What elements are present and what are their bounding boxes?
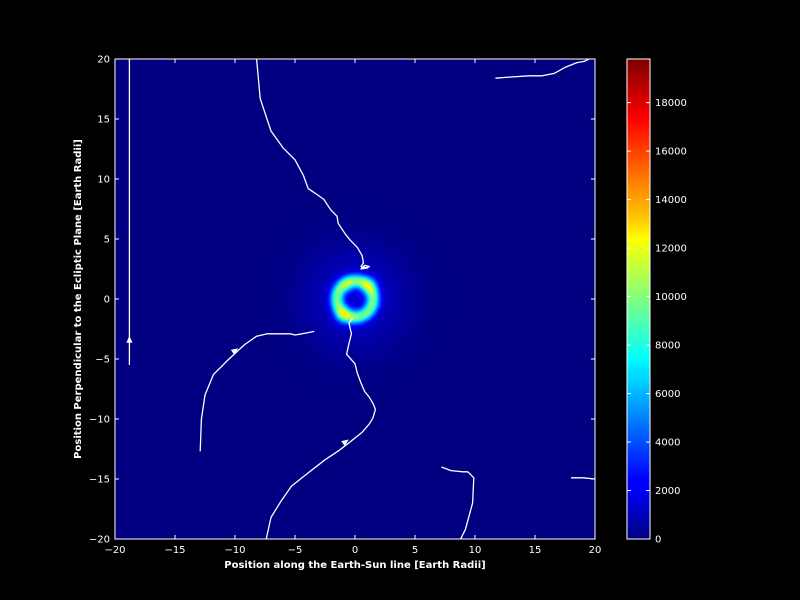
x-tick-label: 5 bbox=[412, 545, 418, 556]
x-tick-label: −20 bbox=[104, 545, 125, 556]
y-tick-label: 10 bbox=[97, 175, 110, 186]
colorbar-tick-label: 4000 bbox=[655, 438, 680, 449]
field-line bbox=[265, 317, 377, 539]
field-line bbox=[199, 330, 315, 452]
plot-area: −20 −15 −10 −5 0 5 10 15 20 −20−15−10−505101520 … bbox=[73, 55, 601, 572]
field-line-arrow bbox=[341, 439, 349, 446]
x-tick-label: −15 bbox=[164, 545, 185, 556]
field-line bbox=[255, 59, 371, 270]
y-tick-label: 5 bbox=[104, 235, 110, 246]
colorbar: 0 2000 4000 6000 8000 10000 12000 14000 16000 180… bbox=[626, 58, 687, 546]
y-tick-label: −15 bbox=[89, 475, 110, 486]
colorbar-tick-label: 16000 bbox=[655, 147, 687, 158]
x-tick-label: 0 bbox=[352, 545, 358, 556]
y-tick-label: −20 bbox=[89, 535, 110, 546]
colorbar-tick-label: 12000 bbox=[655, 244, 687, 255]
y-tick-label: 15 bbox=[97, 115, 110, 126]
field-line-arrow bbox=[230, 348, 239, 355]
colorbar-tick-label: 10000 bbox=[655, 292, 687, 303]
y-tick-label: −5 bbox=[95, 355, 110, 366]
y-tick-label: 20 bbox=[97, 55, 110, 66]
colorbar-gradient bbox=[626, 58, 651, 540]
colorbar-tick-label: 8000 bbox=[655, 341, 680, 352]
heatmap-image bbox=[115, 59, 595, 539]
colorbar-tick-label: 2000 bbox=[655, 486, 680, 497]
field-line-arrow bbox=[126, 335, 133, 343]
colorbar-ticks: 0 2000 4000 6000 8000 10000 12000 14000 16000 180… bbox=[627, 98, 687, 546]
x-tick-label: 15 bbox=[529, 545, 542, 556]
x-axis: −20 −15 −10 −5 0 5 10 15 20 bbox=[104, 59, 601, 556]
x-tick-label: −10 bbox=[224, 545, 245, 556]
field-line bbox=[441, 466, 475, 539]
field-lines bbox=[126, 59, 595, 539]
x-tick-label: 10 bbox=[469, 545, 482, 556]
colorbar-tick-label: 14000 bbox=[655, 195, 687, 206]
x-tick-label: 20 bbox=[589, 545, 602, 556]
colorbar-tick-label: 0 bbox=[655, 535, 661, 546]
colorbar-tick-label: 6000 bbox=[655, 389, 680, 400]
y-axis: −20 −15 −10 −5 0 5 10 15 20 bbox=[89, 55, 595, 546]
y-tick-label: 0 bbox=[104, 295, 110, 306]
colorbar-tick-label: 18000 bbox=[655, 98, 687, 109]
y-tick-label: −10 bbox=[89, 415, 110, 426]
x-tick-label: −5 bbox=[288, 545, 303, 556]
x-axis-label: Position along the Earth-Sun line [Earth… bbox=[224, 560, 485, 571]
field-line bbox=[495, 59, 590, 79]
y-axis-label: Position Perpendicular to the Ecliptic P… bbox=[73, 139, 84, 459]
